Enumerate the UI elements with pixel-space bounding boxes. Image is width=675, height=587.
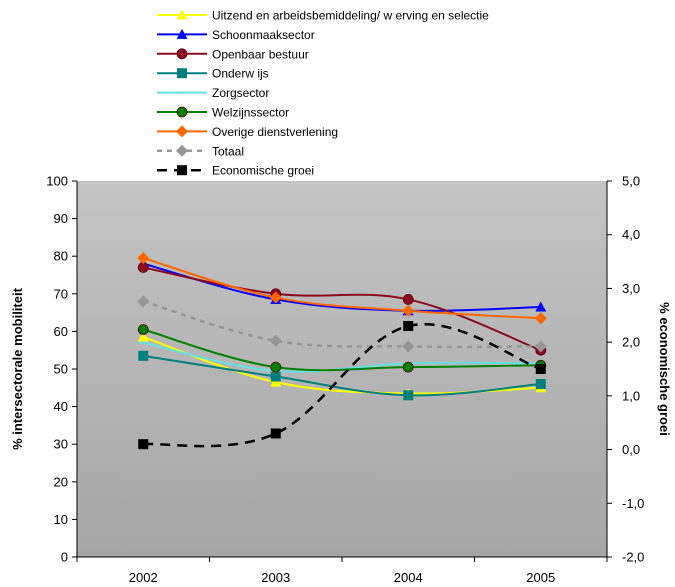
data-point xyxy=(269,291,282,304)
data-point xyxy=(535,379,546,390)
y-tick-label: 80 xyxy=(54,249,68,264)
series-line xyxy=(142,328,541,372)
y2-tick-label: 1,0 xyxy=(622,388,640,403)
y-tick-label: 0 xyxy=(61,550,68,565)
y2-tick-label: -2,0 xyxy=(622,550,644,565)
y-tick-label: 90 xyxy=(54,211,68,226)
data-point xyxy=(138,350,149,361)
y2-tick-label: 0,0 xyxy=(622,442,640,457)
legend-marker xyxy=(176,28,188,39)
series-onderw-ijs xyxy=(138,350,546,401)
series-line xyxy=(142,300,541,349)
legend-label: Uitzend en arbeidsbemiddeling/ w erving … xyxy=(212,9,489,23)
y2-tick-label: 4,0 xyxy=(622,227,640,242)
legend-marker xyxy=(177,68,187,79)
data-point xyxy=(535,301,547,312)
legend-marker xyxy=(176,125,188,138)
legend-item-openbaar-bestuur: Openbaar bestuur xyxy=(157,47,309,61)
y-axis-label: % intersectorale mobiliteit xyxy=(10,287,25,449)
y-tick-label: 50 xyxy=(54,362,68,377)
legend-item-economische-groei: Economische groei xyxy=(157,164,314,178)
data-point xyxy=(534,312,547,325)
data-point xyxy=(270,428,281,439)
data-point xyxy=(270,371,281,382)
series-line xyxy=(143,266,542,352)
axes: 0 10 20 30 40 50 60 70 80 90 100 -2,0 -1,0 0,0 1,0 2,0 3… xyxy=(46,174,644,586)
y-tick-label: 40 xyxy=(54,399,68,414)
data-point xyxy=(402,304,415,317)
data-point xyxy=(402,340,415,353)
series-economische-groei xyxy=(138,321,546,450)
x-tick-label: 2002 xyxy=(129,570,158,585)
series-overige-dienstverlening xyxy=(137,252,547,325)
y2-axis-label: % economische groei xyxy=(657,302,672,436)
y-tick-label: 60 xyxy=(54,324,68,339)
legend-marker xyxy=(176,9,188,20)
legend-marker xyxy=(176,144,188,157)
legend-label: Economische groei xyxy=(212,164,314,178)
legend-item-onderw-ijs: Onderw ijs xyxy=(157,67,269,81)
y2-tick-label: 2,0 xyxy=(622,335,640,350)
x-tick-label: 2004 xyxy=(394,570,423,585)
legend-item-welzijnssector: Welzijnssector xyxy=(157,106,289,120)
legend-item-overige-dienstverlening: Overige dienstverlening xyxy=(157,125,338,139)
legend-label: Onderw ijs xyxy=(212,67,269,81)
data-point xyxy=(534,340,547,353)
legend-label: Schoonmaaksector xyxy=(212,28,315,42)
series-totaal xyxy=(137,295,547,353)
legend-marker xyxy=(176,106,188,118)
data-point xyxy=(535,364,546,374)
y-tick-label: 30 xyxy=(54,437,68,452)
x-tick-label: 2003 xyxy=(261,570,290,585)
y2-tick-label: 3,0 xyxy=(622,281,640,296)
y-tick-label: 10 xyxy=(54,512,68,527)
legend-item-schoonmaaksector: Schoonmaaksector xyxy=(157,28,315,42)
y-tick-label: 20 xyxy=(54,474,68,489)
data-point xyxy=(137,331,149,342)
series-line xyxy=(143,354,541,397)
data-point xyxy=(270,361,282,373)
data-point xyxy=(137,295,150,308)
legend-item-uitzend-en-arbeidsbemiddeling-w-erving-en-selectie: Uitzend en arbeidsbemiddeling/ w erving … xyxy=(157,9,489,23)
legend-marker xyxy=(177,165,187,176)
data-point xyxy=(403,390,414,401)
x-tick-label: 2005 xyxy=(526,570,555,585)
series-line xyxy=(143,323,542,448)
legend-item-totaal: Totaal xyxy=(157,144,244,158)
data-point xyxy=(269,334,282,347)
legend-label: Overige dienstverlening xyxy=(212,125,338,139)
series-line xyxy=(142,257,541,320)
legend-label: Welzijnssector xyxy=(212,106,289,120)
y2-tick-label: 5,0 xyxy=(622,174,640,189)
y-tick-label: 100 xyxy=(46,174,68,189)
data-point xyxy=(402,294,414,305)
series-group xyxy=(137,252,547,450)
legend-label: Totaal xyxy=(212,144,244,158)
legend-label: Zorgsector xyxy=(212,86,269,100)
y-tick-label: 70 xyxy=(54,286,68,301)
legend: Uitzend en arbeidsbemiddeling/ w erving … xyxy=(157,9,489,178)
data-point xyxy=(270,376,282,387)
data-point xyxy=(138,439,149,450)
data-point xyxy=(402,361,414,373)
legend-marker xyxy=(176,48,188,60)
legend-label: Openbaar bestuur xyxy=(212,47,309,61)
legend-item-zorgsector: Zorgsector xyxy=(157,86,269,100)
y2-tick-label: -1,0 xyxy=(622,496,644,511)
data-point xyxy=(137,252,150,265)
data-point xyxy=(403,321,414,332)
data-point xyxy=(137,324,149,335)
